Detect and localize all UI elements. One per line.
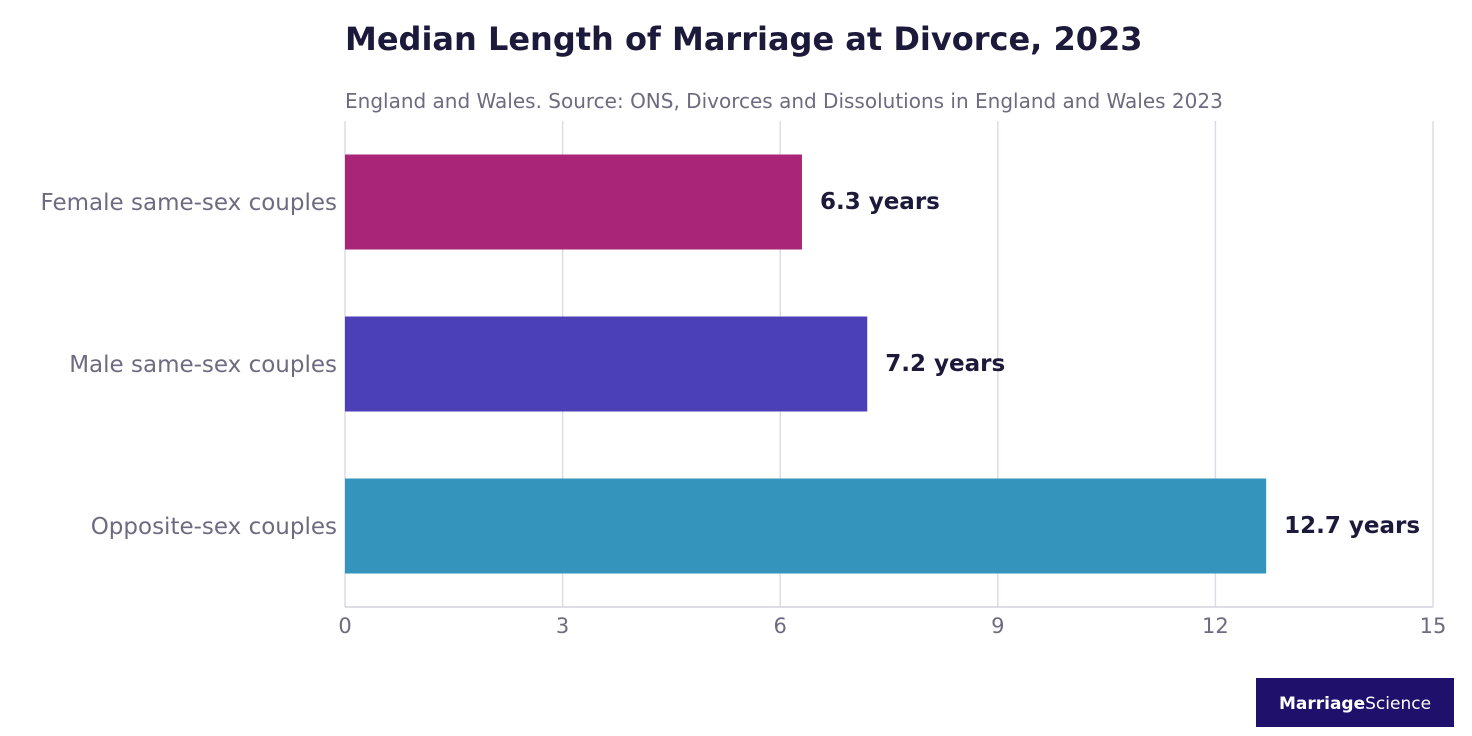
- chart-subtitle: England and Wales. Source: ONS, Divorces…: [345, 89, 1223, 113]
- bars: [345, 154, 1267, 574]
- x-tick-label: 0: [338, 614, 351, 638]
- x-tick-label: 12: [1202, 614, 1229, 638]
- value-label: 6.3 years: [820, 189, 940, 215]
- x-tick-label: 9: [991, 614, 1004, 638]
- bar-2: [345, 316, 868, 412]
- chart-title: Median Length of Marriage at Divorce, 20…: [345, 20, 1143, 58]
- logo-text: MarriageScience: [1279, 694, 1431, 714]
- category-label: Male same-sex couples: [69, 352, 337, 378]
- logo-regular-text: Science: [1365, 694, 1431, 714]
- x-tick-label: 6: [774, 614, 787, 638]
- x-tick-label: 15: [1420, 614, 1447, 638]
- value-label: 12.7 years: [1284, 513, 1420, 539]
- marriage-science-logo: MarriageScience: [1256, 678, 1454, 727]
- x-tick-label: 3: [556, 614, 569, 638]
- value-label: 7.2 years: [885, 351, 1005, 377]
- bar-3: [345, 478, 1267, 574]
- bar-1: [345, 154, 802, 250]
- category-label: Female same-sex couples: [41, 190, 337, 216]
- category-label: Opposite-sex couples: [91, 514, 337, 540]
- logo-bold-text: Marriage: [1279, 694, 1365, 714]
- logo-background: [1256, 678, 1454, 727]
- labels: Female same-sex couples 6.3 years Male sam…: [41, 189, 1421, 540]
- x-axis: 0 3 6 9 12 15: [338, 606, 1447, 638]
